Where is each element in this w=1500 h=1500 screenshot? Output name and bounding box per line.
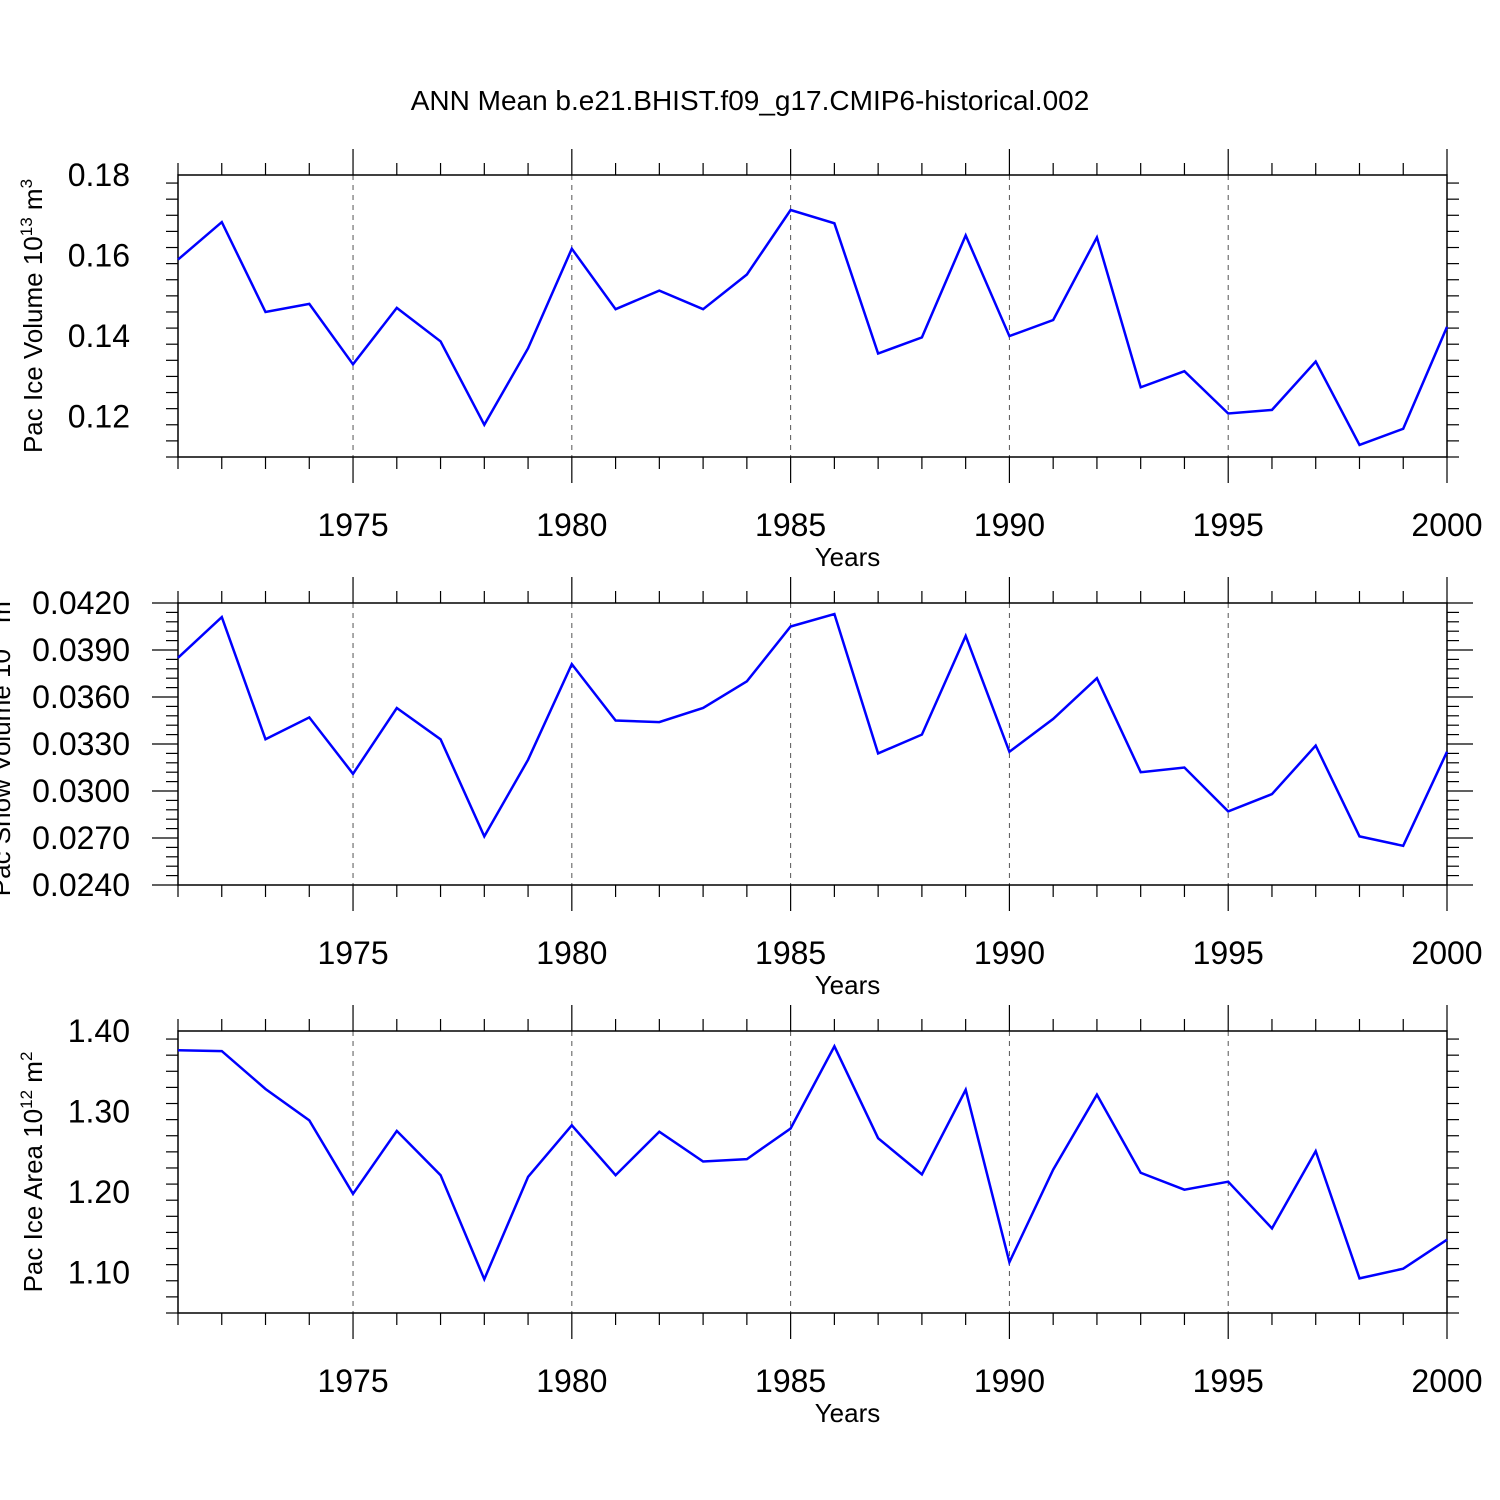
y-axis-title-part: 13 (17, 217, 36, 236)
plot-frame (177, 174, 1448, 458)
x-tick-label: 1980 (536, 1363, 607, 1399)
y-tick-label: 1.20 (68, 1174, 130, 1210)
y-axis-title-part: 3 (0, 592, 4, 601)
y-tick-label: 0.16 (68, 238, 130, 274)
x-tick-label: 2000 (1411, 1363, 1482, 1399)
series-line-1 (177, 1043, 1448, 1283)
y-tick-label: 0.0360 (32, 679, 130, 715)
panels: 0.12 0.14 0.16 0.18 1975 1980 1985 1990 1995 2000… (0, 149, 1483, 1428)
x-tick-label: 1990 (974, 1363, 1045, 1399)
y-axis-title-part: 12 (17, 1090, 36, 1109)
y-tick-label: 1.10 (68, 1255, 130, 1291)
y-tick-label: 0.0300 (32, 773, 130, 809)
y-tick-label: 1.30 (68, 1094, 130, 1130)
x-tick-label: 2000 (1411, 935, 1482, 971)
chart-panel-2: 0.0240 0.0270 0.0300 0.0330 0.0360 0.0390 0.04… (0, 577, 1483, 1000)
y-axis-title-part: 13 (0, 630, 4, 649)
y-axis-title: Pac Ice Volume 1013 m3 (17, 179, 48, 453)
x-tick-label: 1995 (1193, 507, 1264, 543)
y-axis-title-part: Pac Snow Volume 10 (0, 649, 16, 896)
y-tick-label: 0.0390 (32, 632, 130, 668)
plot-frame (177, 602, 1448, 886)
x-axis-title: Years (815, 542, 881, 572)
x-tick-label: 1980 (536, 507, 607, 543)
x-tick-label: 1985 (755, 507, 826, 543)
x-tick-label: 1990 (974, 507, 1045, 543)
y-axis-title: Pac Ice Area 1012 m2 (17, 1052, 48, 1293)
series-line-1 (177, 208, 1449, 447)
x-axis-title: Years (815, 970, 881, 1000)
y-axis-title-part: 2 (17, 1052, 36, 1061)
x-tick-label: 1975 (317, 507, 388, 543)
x-tick-label: 1995 (1193, 1363, 1264, 1399)
series-line-1 (177, 612, 1449, 848)
y-axis-title-part: 3 (17, 179, 36, 188)
y-tick-label: 0.14 (68, 318, 130, 354)
y-axis-title-part: Pac Ice Volume 10 (18, 236, 48, 453)
figure-title: ANN Mean b.e21.BHIST.f09_g17.CMIP6-histo… (411, 85, 1090, 116)
x-tick-label: 2000 (1411, 507, 1482, 543)
x-tick-label: 1995 (1193, 935, 1264, 971)
y-tick-label: 0.18 (68, 157, 130, 193)
x-tick-label: 1985 (755, 935, 826, 971)
y-tick-label: 1.40 (68, 1013, 130, 1049)
y-axis-title-part: Pac Ice Area 10 (18, 1109, 48, 1293)
y-tick-label: 0.12 (68, 399, 130, 435)
x-tick-label: 1985 (755, 1363, 826, 1399)
x-tick-label: 1990 (974, 935, 1045, 971)
x-axis-title: Years (815, 1398, 881, 1428)
y-tick-label: 0.0270 (32, 820, 130, 856)
y-tick-label: 0.0420 (32, 585, 130, 621)
y-tick-label: 0.0330 (32, 726, 130, 762)
x-tick-label: 1975 (317, 1363, 388, 1399)
chart-panel-3: 1.10 1.20 1.30 1.40 1975 1980 1985 1990 1995 2000… (17, 1005, 1483, 1428)
y-axis-title-part: m (18, 1061, 48, 1090)
plot-frame (177, 1030, 1448, 1314)
x-tick-label: 1980 (536, 935, 607, 971)
y-tick-label: 0.0240 (32, 867, 130, 903)
y-axis-title-part: m (0, 601, 16, 630)
y-axis-title-part: m (18, 188, 48, 217)
y-axis-title: Pac Snow Volume 1013 m3 (0, 592, 16, 896)
x-tick-label: 1975 (317, 935, 388, 971)
chart-panel-1: 0.12 0.14 0.16 0.18 1975 1980 1985 1990 1995 2000… (17, 149, 1483, 572)
